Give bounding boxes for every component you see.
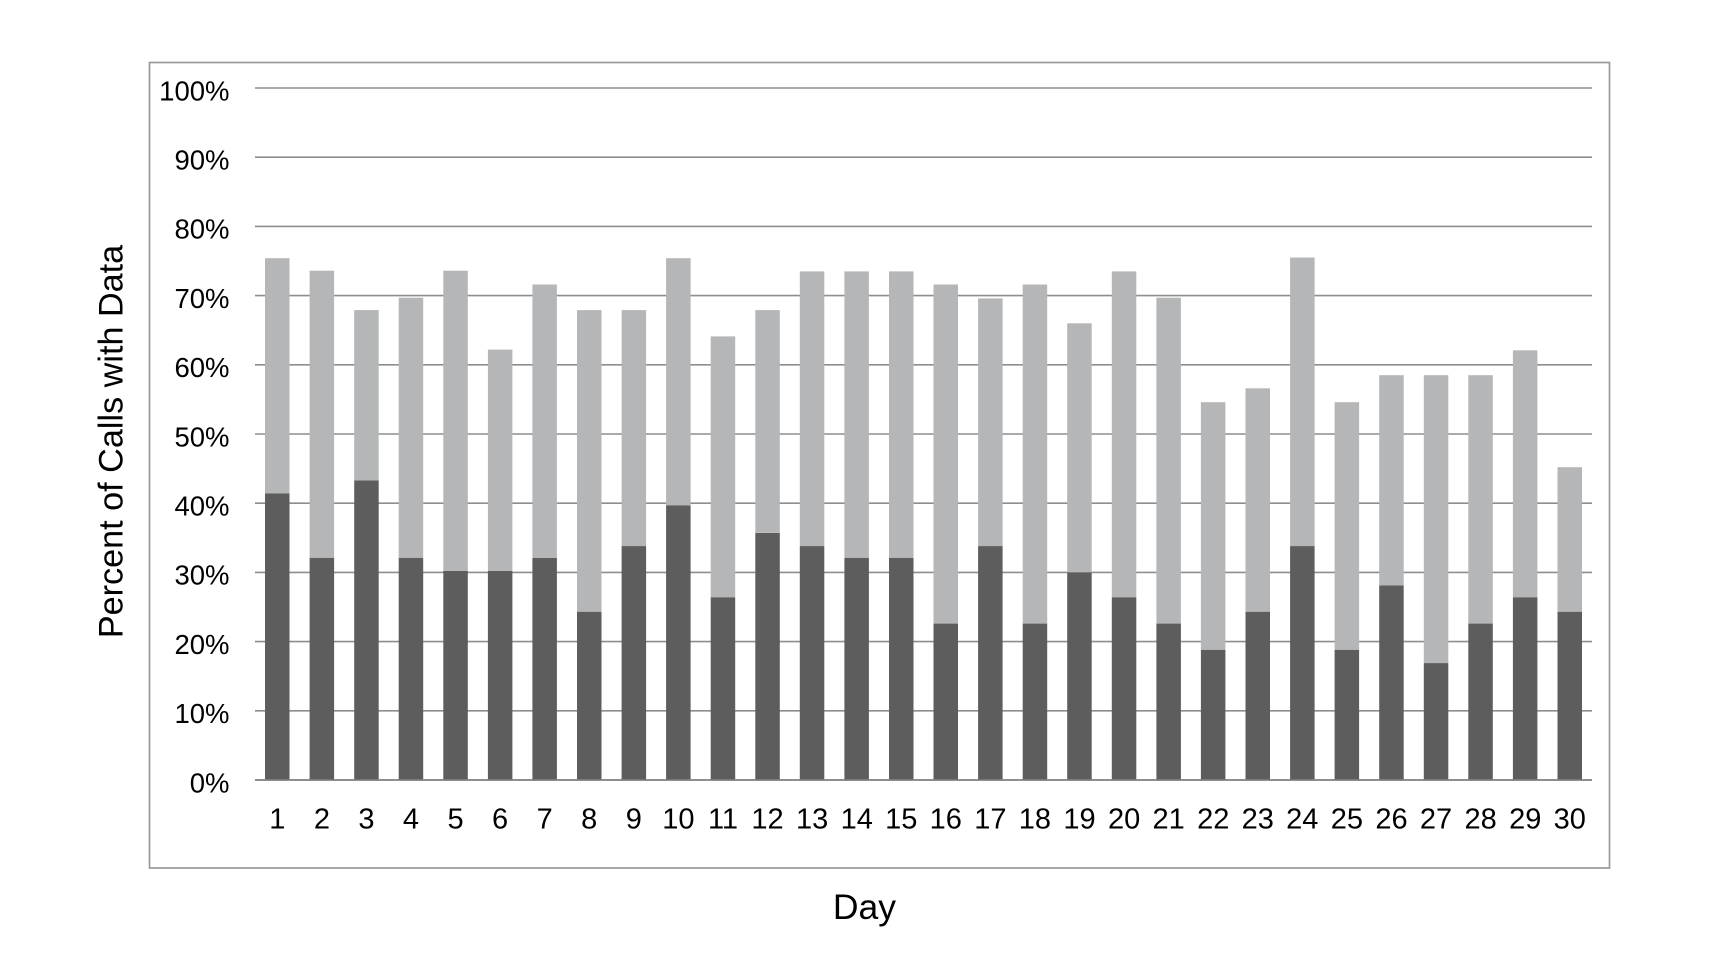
svg-text:40%: 40% xyxy=(174,491,229,522)
svg-text:14: 14 xyxy=(841,804,873,836)
svg-text:23: 23 xyxy=(1242,804,1274,836)
svg-text:4: 4 xyxy=(403,804,419,836)
svg-text:11: 11 xyxy=(708,804,738,836)
svg-text:10%: 10% xyxy=(174,698,229,729)
svg-text:16: 16 xyxy=(930,804,962,836)
svg-text:70%: 70% xyxy=(174,283,229,314)
svg-text:Day: Day xyxy=(833,887,896,927)
svg-text:3: 3 xyxy=(358,804,374,836)
svg-text:18: 18 xyxy=(1019,804,1051,836)
svg-text:26: 26 xyxy=(1375,804,1407,836)
svg-text:12: 12 xyxy=(751,804,783,836)
svg-text:60%: 60% xyxy=(174,352,229,383)
svg-text:Percent of Calls with Data: Percent of Calls with Data xyxy=(93,244,131,638)
svg-text:20: 20 xyxy=(1108,804,1140,836)
svg-text:5: 5 xyxy=(448,804,464,836)
svg-text:100%: 100% xyxy=(159,75,229,106)
svg-text:24: 24 xyxy=(1286,804,1318,836)
svg-text:13: 13 xyxy=(796,804,828,836)
svg-text:28: 28 xyxy=(1464,804,1496,836)
svg-text:10: 10 xyxy=(662,804,694,836)
svg-text:19: 19 xyxy=(1063,804,1095,836)
svg-text:29: 29 xyxy=(1509,804,1541,836)
svg-text:30: 30 xyxy=(1554,804,1586,836)
svg-text:30%: 30% xyxy=(174,560,229,591)
svg-text:21: 21 xyxy=(1152,804,1184,836)
svg-text:25: 25 xyxy=(1331,804,1363,836)
svg-text:2: 2 xyxy=(314,804,330,836)
svg-text:9: 9 xyxy=(626,804,642,836)
svg-text:1: 1 xyxy=(269,804,285,836)
svg-text:0%: 0% xyxy=(190,767,230,798)
svg-text:90%: 90% xyxy=(174,145,229,176)
svg-text:27: 27 xyxy=(1420,804,1452,836)
svg-text:22: 22 xyxy=(1197,804,1229,836)
svg-text:15: 15 xyxy=(885,804,917,836)
svg-text:80%: 80% xyxy=(174,214,229,245)
svg-text:17: 17 xyxy=(974,804,1006,836)
svg-text:6: 6 xyxy=(492,804,508,836)
svg-text:8: 8 xyxy=(581,804,597,836)
svg-text:7: 7 xyxy=(537,804,553,836)
svg-text:20%: 20% xyxy=(174,629,229,660)
svg-text:50%: 50% xyxy=(174,421,229,452)
